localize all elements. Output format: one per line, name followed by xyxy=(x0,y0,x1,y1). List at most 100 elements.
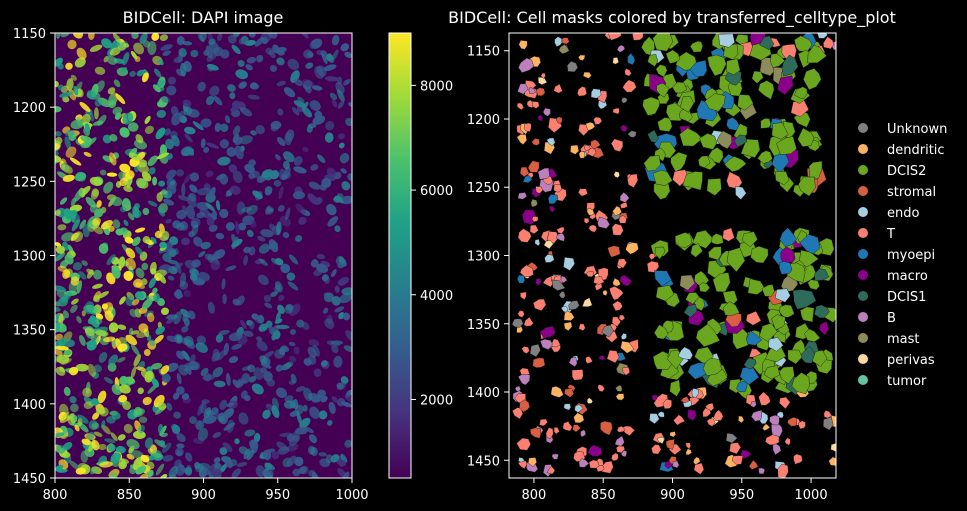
dapi-nucleus xyxy=(158,59,164,66)
cell-mask-dendritic xyxy=(528,457,537,467)
dapi-nucleus xyxy=(268,223,276,231)
cell-mask-t xyxy=(531,216,539,223)
dapi-nucleus xyxy=(65,146,77,158)
dapi-nucleus xyxy=(282,345,290,352)
cell-mask-endo xyxy=(691,387,700,398)
dapi-nucleus xyxy=(231,468,241,478)
cell-mask-dcis2 xyxy=(679,127,703,147)
cell-mask-dendritic xyxy=(563,321,573,331)
dapi-nucleus xyxy=(258,274,269,286)
cell-mask-t xyxy=(702,407,712,418)
dapi-nucleus xyxy=(259,355,268,365)
dapi-nucleus xyxy=(142,396,152,406)
cell-mask-t xyxy=(517,460,528,469)
dapi-nucleus xyxy=(221,278,226,290)
legend-label: Unknown xyxy=(887,122,947,137)
dapi-nucleus xyxy=(285,129,295,142)
dapi-nucleus xyxy=(260,229,274,238)
dapi-nucleus xyxy=(235,69,249,80)
dapi-nucleus xyxy=(195,463,205,473)
dapi-nucleus xyxy=(122,400,131,410)
cell-mask-t xyxy=(672,169,689,187)
colorbar: 2000 4000 6000 8000 xyxy=(388,32,453,479)
cell-mask-dcis2 xyxy=(723,43,739,60)
dapi-panel: BIDCell: DAPI image 800 850 900 950 1000 115… xyxy=(13,8,369,503)
dapi-nucleus xyxy=(99,407,109,417)
dapi-nucleus xyxy=(112,33,122,44)
dapi-nucleus xyxy=(189,172,200,182)
dapi-nucleus xyxy=(127,122,139,132)
cell-mask-dcis2 xyxy=(751,70,764,84)
dapi-nucleus xyxy=(174,447,184,457)
dapi-nucleus xyxy=(98,243,109,254)
dapi-nucleus xyxy=(325,121,335,131)
dapi-nucleus xyxy=(288,341,296,347)
legend-marker xyxy=(858,165,868,175)
dapi-nucleus xyxy=(273,179,282,187)
dapi-nucleus xyxy=(106,254,116,266)
dapi-nucleus xyxy=(276,80,286,87)
cell-mask-dcis1 xyxy=(683,303,698,318)
cell-mask-t xyxy=(593,116,603,125)
dapi-nucleus xyxy=(87,317,96,325)
cell-mask-macro xyxy=(620,124,628,133)
cell-mask-b xyxy=(758,467,765,475)
dapi-nucleus xyxy=(333,195,342,203)
cell-mask-b xyxy=(751,409,763,422)
dapi-nucleus xyxy=(155,127,166,140)
dapi-nucleus xyxy=(104,438,116,444)
cell-mask-dendritic xyxy=(612,277,621,287)
dapi-nucleus xyxy=(93,269,102,280)
dapi-nucleus xyxy=(120,66,128,73)
dapi-nucleus xyxy=(218,415,225,422)
dapi-nucleus xyxy=(242,330,254,337)
cell-mask-t xyxy=(608,33,622,41)
dapi-nucleus xyxy=(147,469,154,477)
dapi-nucleus xyxy=(207,65,215,72)
dapi-nucleus xyxy=(331,395,338,403)
cell-mask-t xyxy=(535,186,544,194)
cell-mask-t xyxy=(618,314,626,321)
dapi-nucleus xyxy=(334,306,345,313)
dapi-nucleus xyxy=(276,221,282,236)
cell-mask-t xyxy=(523,316,534,327)
dapi-nucleus xyxy=(217,33,223,42)
cell-mask-stromal xyxy=(564,388,574,398)
dapi-nucleus xyxy=(67,39,77,50)
dapi-nucleus xyxy=(55,136,63,145)
cell-masks xyxy=(511,33,836,478)
dapi-nucleus xyxy=(282,160,290,170)
cell-mask-dcis2 xyxy=(647,53,659,67)
dapi-nucleus xyxy=(56,444,66,454)
cell-mask-dcis2 xyxy=(804,328,821,343)
cell-mask-endo xyxy=(718,33,735,48)
dapi-x-tick-label: 950 xyxy=(265,488,290,503)
dapi-nucleus xyxy=(283,87,296,98)
mask-y-tick-label: 1250 xyxy=(467,181,500,196)
cell-mask-dcis2 xyxy=(741,231,758,248)
dapi-nucleus xyxy=(207,301,215,314)
cell-mask-t xyxy=(618,215,627,224)
dapi-nucleus xyxy=(219,208,229,219)
dapi-nucleus xyxy=(208,224,218,232)
cell-mask-b xyxy=(750,401,757,408)
legend-marker xyxy=(858,312,868,322)
dapi-nucleus xyxy=(231,238,243,248)
dapi-nucleus xyxy=(83,151,92,157)
cell-mask-myoepi xyxy=(736,380,748,393)
legend-label: endo xyxy=(887,206,919,221)
dapi-nucleus xyxy=(307,346,317,358)
dapi-nucleus xyxy=(109,47,121,56)
cell-mask-stromal xyxy=(787,417,798,427)
cell-mask-b xyxy=(517,373,531,386)
dapi-nucleus xyxy=(206,216,215,227)
dapi-nucleus xyxy=(215,333,224,343)
cell-mask-t xyxy=(553,83,563,94)
dapi-nucleus xyxy=(318,452,328,457)
dapi-nucleus xyxy=(132,205,140,219)
dapi-nucleus xyxy=(197,427,209,441)
dapi-nucleus xyxy=(129,308,138,318)
dapi-nucleus xyxy=(183,106,193,116)
cell-mask-t xyxy=(585,270,594,277)
dapi-nucleus xyxy=(205,170,214,178)
